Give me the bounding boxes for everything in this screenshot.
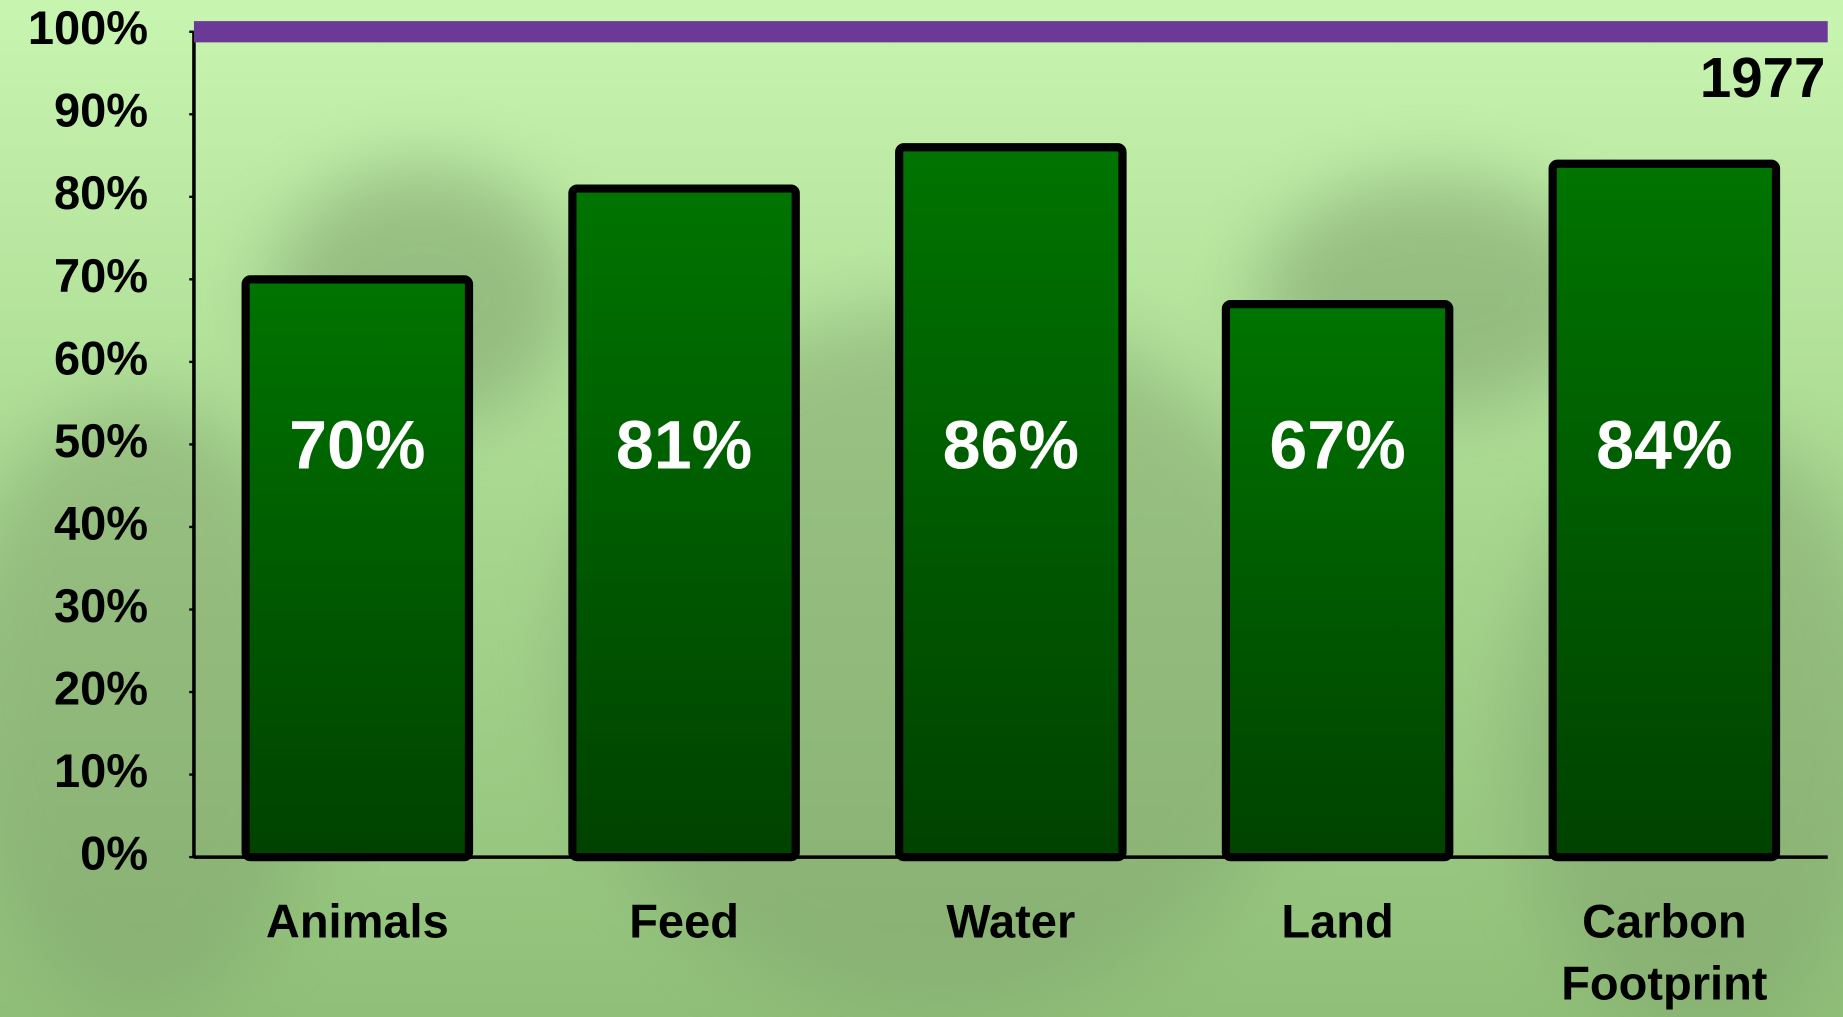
bar: [1548, 159, 1781, 862]
bar: [568, 184, 800, 862]
y-tick-label: 70%: [54, 249, 148, 302]
value-label: 84%: [1596, 407, 1732, 483]
value-label: 81%: [616, 407, 752, 483]
bar: [895, 143, 1127, 862]
x-tick-label: Animals: [266, 895, 449, 948]
x-tick-label: Water: [946, 895, 1075, 948]
y-tick-label: 30%: [54, 579, 148, 632]
bar: [1221, 299, 1454, 862]
y-tick-label: 40%: [54, 496, 148, 549]
bar: [241, 275, 474, 862]
y-tick-label: 0%: [80, 827, 148, 880]
y-tick-label: 10%: [54, 744, 148, 797]
x-tick-label: Feed: [629, 895, 739, 948]
value-label: 70%: [289, 407, 425, 483]
x-tick-label: Land: [1281, 895, 1393, 948]
reference-label: 1977: [1700, 46, 1825, 109]
y-tick-label: 80%: [54, 166, 148, 219]
y-tick-label: 20%: [54, 661, 148, 714]
y-tick-label: 50%: [54, 414, 148, 467]
value-label: 86%: [943, 407, 1079, 483]
y-tick-label: 100%: [28, 1, 148, 54]
y-tick-label: 60%: [54, 331, 148, 384]
value-label: 67%: [1269, 407, 1405, 483]
x-tick-label: Carbon Footprint: [1561, 895, 1768, 1010]
y-tick-label: 90%: [54, 84, 148, 137]
